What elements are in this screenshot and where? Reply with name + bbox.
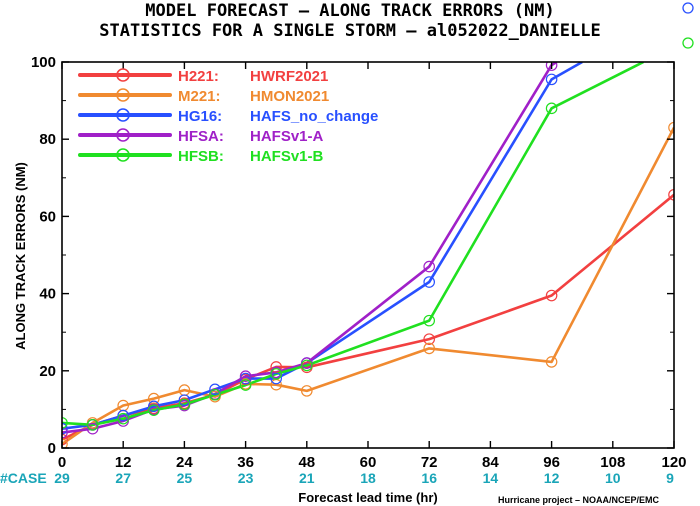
- case-count: 10: [605, 470, 621, 486]
- legend-entry-code: HG16:: [178, 108, 222, 125]
- y-tick-label: 40: [39, 286, 56, 303]
- y-tick-label: 60: [39, 208, 56, 225]
- case-label: #CASE: [0, 470, 47, 486]
- y-axis-label: ALONG TRACK ERRORS (NM): [13, 162, 28, 350]
- x-tick-label: 0: [58, 454, 66, 471]
- y-tick-label: 20: [39, 363, 56, 380]
- case-count: 23: [238, 470, 254, 486]
- legend-entry-model: HWRF2021: [250, 68, 328, 85]
- data-point: [545, 73, 558, 86]
- legend-swatch-marker: [116, 88, 130, 102]
- x-tick-label: 72: [421, 454, 438, 471]
- case-count: 18: [360, 470, 376, 486]
- data-point: [239, 370, 252, 383]
- case-count: 9: [666, 470, 674, 486]
- data-point: [178, 398, 191, 411]
- series-line-hmon2021: [62, 127, 674, 446]
- x-tick-label: 12: [115, 454, 132, 471]
- data-point: [209, 383, 221, 396]
- data-point: [423, 276, 435, 288]
- data-point: [148, 404, 160, 416]
- data-point: [62, 433, 68, 446]
- case-count: 25: [177, 470, 193, 486]
- legend-swatch-marker: [116, 68, 130, 82]
- data-point: [423, 342, 435, 355]
- data-point: [300, 385, 313, 397]
- legend-entry-code: HFSB:: [178, 148, 224, 165]
- x-tick-label: 120: [661, 454, 686, 471]
- y-tick-label: 100: [31, 54, 56, 71]
- case-count: 14: [483, 470, 499, 486]
- chart-subtitle: STATISTICS FOR A SINGLE STORM – al052022…: [99, 21, 601, 41]
- top-right-blue-circle-mark: [682, 2, 694, 14]
- x-tick-label: 108: [600, 454, 625, 471]
- legend-swatch-marker: [116, 108, 130, 122]
- data-point: [62, 422, 68, 435]
- x-tick-label: 60: [360, 454, 377, 471]
- case-count: 12: [544, 470, 560, 486]
- legend-entry-model: HAFS_no_change: [250, 108, 378, 125]
- case-count: 29: [54, 470, 70, 486]
- legend-entry-code: HFSA:: [178, 128, 224, 145]
- case-count: 21: [299, 470, 315, 486]
- data-point: [117, 412, 129, 425]
- legend-entry-code: H221:: [178, 68, 219, 85]
- series-group: [62, 62, 674, 448]
- y-tick-label: 80: [39, 131, 56, 148]
- chart-title: MODEL FORECAST – ALONG TRACK ERRORS (NM): [145, 1, 554, 21]
- x-tick-label: 48: [298, 454, 315, 471]
- data-point: [86, 419, 99, 431]
- data-point: [300, 359, 313, 372]
- data-point: [545, 356, 558, 368]
- legend-entry-model: HAFSv1-B: [250, 148, 324, 165]
- x-tick-label: 24: [176, 454, 193, 471]
- x-axis-label: Forecast lead time (hr): [298, 490, 437, 505]
- data-point: [178, 394, 191, 406]
- x-tick-label: 36: [237, 454, 254, 471]
- data-point: [423, 260, 435, 273]
- data-point: [545, 62, 558, 71]
- data-point: [239, 379, 252, 391]
- legend: H221: HWRF2021 M221: HMON2021 HG16: HAFS_no_c…: [78, 68, 378, 165]
- data-point: [270, 372, 282, 385]
- data-point: [148, 400, 160, 413]
- data-point: [270, 361, 282, 373]
- data-point: [545, 102, 558, 115]
- data-point: [545, 289, 558, 302]
- case-count: 16: [421, 470, 437, 486]
- data-point: [62, 426, 68, 439]
- data-point: [209, 388, 221, 401]
- data-point: [62, 417, 68, 429]
- x-tick-label: 84: [482, 454, 499, 471]
- data-point: [423, 314, 435, 327]
- data-point: [86, 422, 99, 435]
- data-point: [117, 409, 129, 422]
- y-tick-label: 0: [48, 440, 56, 457]
- plot-area: 0 12 24 36 48 60 72 84 96 108 120 0 20 40 60 80 100 29 27 2…: [31, 54, 687, 486]
- data-point: [423, 333, 435, 345]
- legend-entry-code: M221:: [178, 88, 221, 105]
- data-point: [270, 368, 282, 380]
- legend-entry-model: HAFSv1-A: [250, 128, 324, 145]
- credit-text: Hurricane project – NOAA/NCEP/EMC: [498, 495, 660, 505]
- legend-swatch-marker: [116, 148, 130, 162]
- x-tick-label: 96: [543, 454, 560, 471]
- data-point: [62, 438, 68, 448]
- top-right-green-circle-mark: [682, 37, 694, 49]
- case-count: 27: [115, 470, 131, 486]
- legend-swatch-marker: [116, 128, 130, 142]
- legend-entry-model: HMON2021: [250, 88, 329, 105]
